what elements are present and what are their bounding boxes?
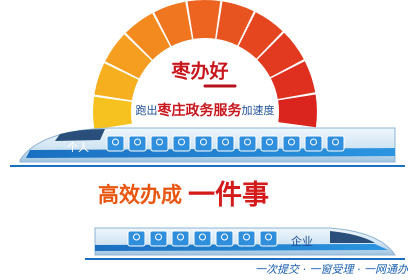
poster: 枣办好 跑出枣庄政务服务加速度 个人 高效办成一件事 企业 一次提交 · 一窗受…: [0, 0, 413, 280]
headline-emphasis: 一件事: [188, 180, 269, 211]
gauge-segment: [278, 95, 317, 128]
service-icon: [194, 231, 211, 246]
service-icon: [150, 231, 167, 246]
slogan-prefix: 跑出: [136, 103, 158, 117]
train-enterprise: 企业: [85, 228, 405, 259]
headline: 高效办成一件事: [98, 180, 269, 211]
service-icon: [129, 136, 146, 151]
train-personal: 个人: [10, 128, 405, 166]
service-icon: [238, 231, 255, 246]
train-label: 个人: [67, 141, 89, 154]
headline-main: 高效办成: [98, 183, 182, 207]
service-icon: [195, 136, 212, 151]
footer-slogan: 一次提交 · 一窗受理 · 一网通办: [255, 263, 409, 276]
service-icon: [283, 136, 300, 151]
service-icon: [151, 136, 168, 151]
slogan-highlight: 枣庄政务服务: [157, 102, 243, 119]
slogan-suffix: 加速度: [242, 103, 275, 117]
service-icon: [107, 136, 124, 151]
service-icon: [327, 136, 344, 151]
service-icon: [239, 136, 256, 151]
title: 枣办好: [170, 60, 228, 83]
service-icon: [261, 136, 278, 151]
gauge-segment: [188, 0, 221, 39]
service-icon: [260, 231, 277, 246]
service-icon: [173, 136, 190, 151]
service-icon: [216, 231, 233, 246]
gauge-segment: [93, 97, 132, 130]
train-label: 企业: [291, 234, 313, 248]
service-icon: [128, 231, 145, 246]
service-icon: [217, 136, 234, 151]
service-icon: [172, 231, 189, 246]
slogan: 跑出枣庄政务服务加速度: [136, 102, 275, 119]
service-icon: [305, 136, 322, 151]
